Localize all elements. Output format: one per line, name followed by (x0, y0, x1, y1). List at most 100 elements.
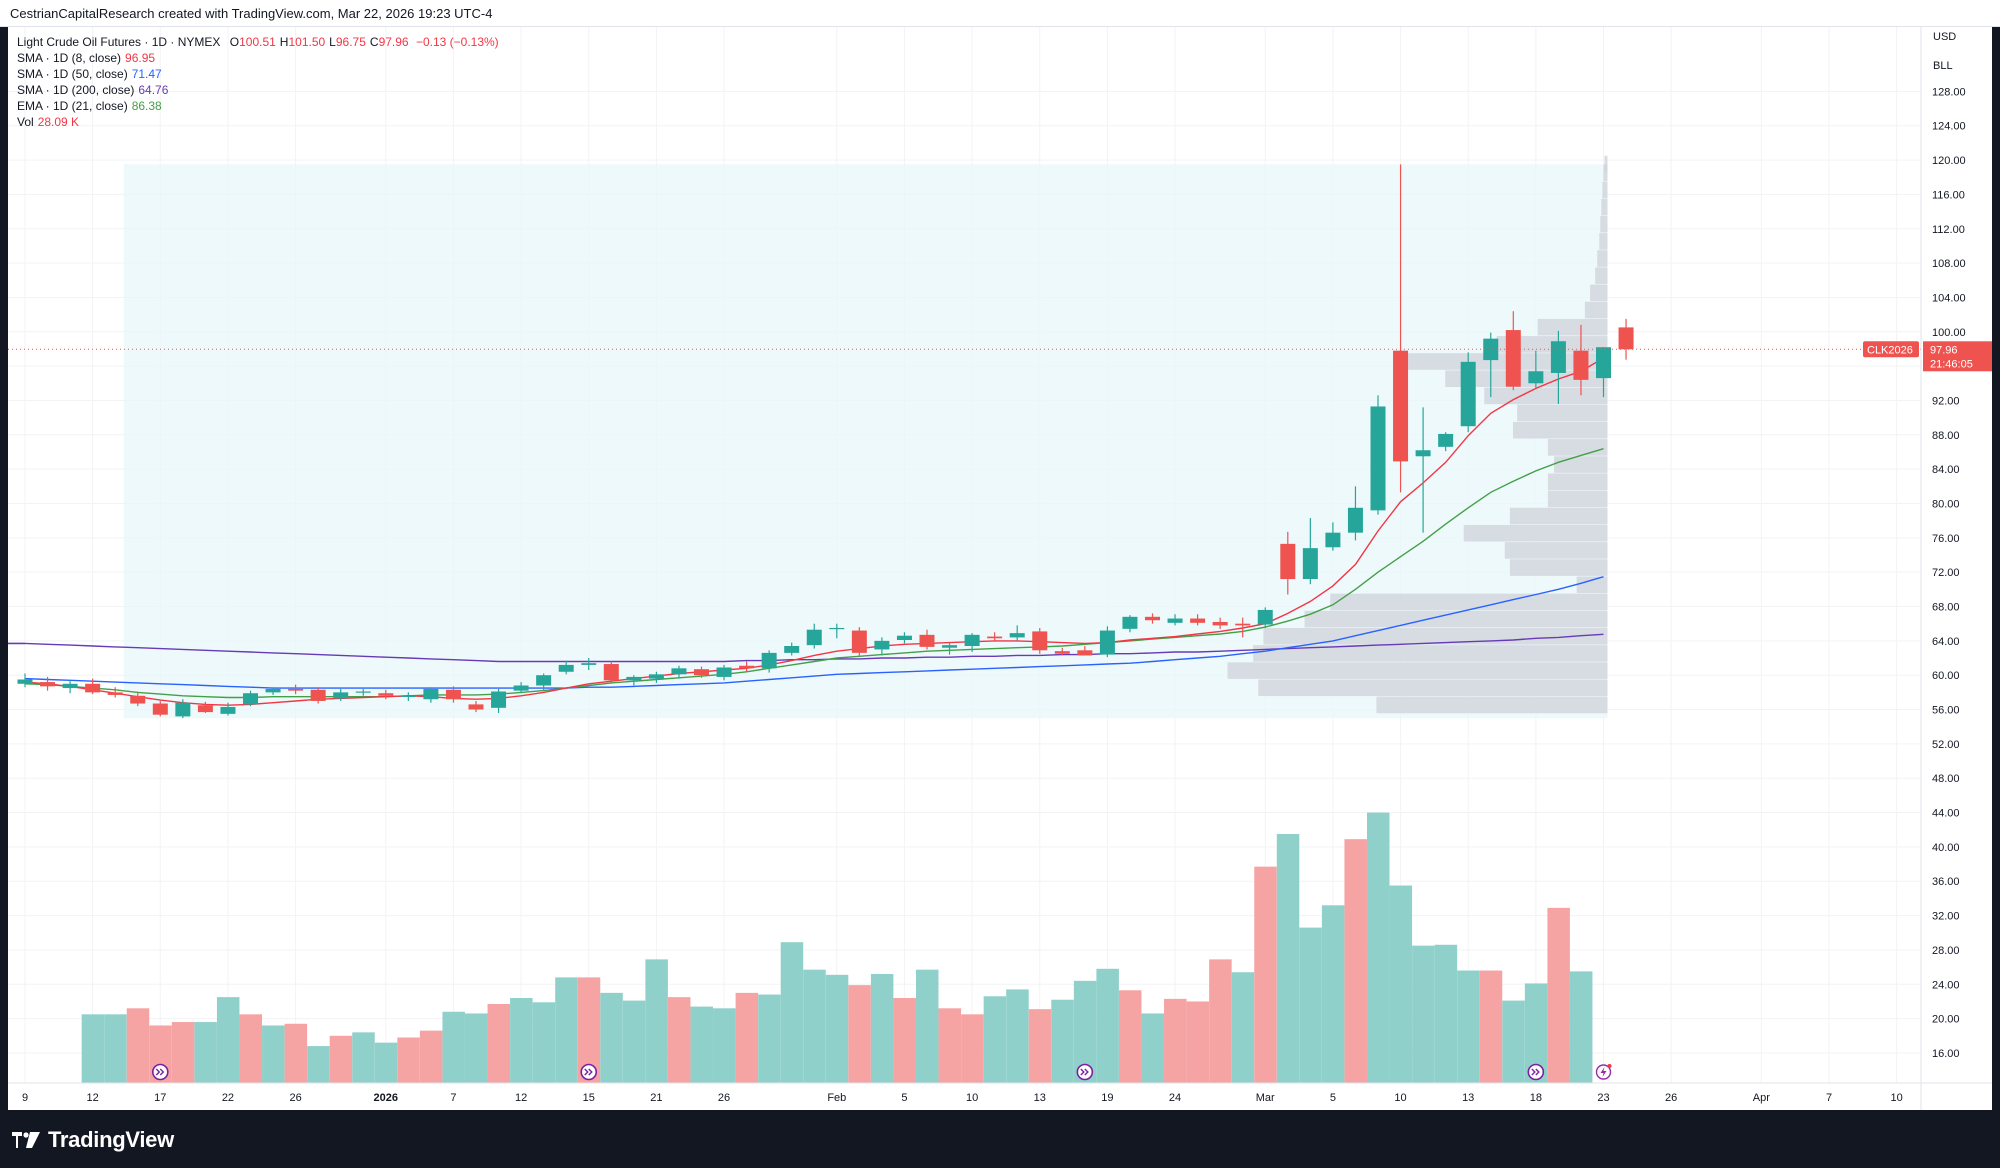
volume-bar (126, 1008, 150, 1083)
indicator-row[interactable]: SMA · 1D (8, close) 96.95 (17, 50, 499, 66)
candle-body (1077, 650, 1093, 656)
price-tick-label: 104.00 (1932, 292, 1966, 304)
volume-bar (1344, 839, 1367, 1083)
dividend-arrow (1531, 1068, 1540, 1076)
volume-bar (893, 998, 916, 1083)
candle-body (648, 674, 664, 679)
candle-body (1393, 350, 1409, 462)
time-tick-label: 21 (650, 1092, 662, 1104)
current-price-label: CLK2026 97.96 21:46:05 (1863, 341, 1992, 372)
volume-profile-row (1554, 456, 1608, 473)
axes: USD BLL (8, 27, 1992, 1110)
price-tick-label: 68.00 (1932, 602, 1960, 614)
volume-profile-row (1509, 559, 1608, 576)
volume-bar (1547, 907, 1570, 1083)
candle-body (581, 663, 597, 665)
price-tick-label: 16.00 (1932, 1048, 1960, 1060)
dividend-arrow (155, 1068, 165, 1076)
candle-body (1483, 338, 1499, 361)
indicator-list: SMA · 1D (8, close) 96.95 SMA · 1D (50, cl… (17, 50, 499, 130)
candle-body (17, 679, 33, 684)
candle-body (40, 682, 56, 687)
volume-profile-row (1597, 250, 1608, 267)
volume-profile-row (1601, 198, 1608, 216)
chart-legend: Light Crude Oil Futures · 1D · NYMEX O10… (17, 34, 499, 130)
time-tick-label: 9 (22, 1092, 28, 1104)
candle-body (806, 629, 822, 646)
candle-body (671, 668, 687, 675)
indicator-label: SMA · 1D (200, close) (17, 83, 135, 97)
volume-bar (1028, 1009, 1052, 1083)
sma200-line (24, 633, 1604, 663)
time-tick-label: 15 (583, 1092, 595, 1104)
volume-bar (667, 997, 691, 1083)
time-tick-label: 23 (1597, 1092, 1609, 1104)
tradingview-logo[interactable]: TradingView (12, 1127, 174, 1153)
symbol-tag-text: CLK2026 (1867, 344, 1913, 356)
indicator-value: 96.95 (125, 51, 156, 65)
time-tick-label: 5 (901, 1092, 907, 1104)
candle-body (1054, 651, 1070, 654)
volume-bar (1276, 834, 1300, 1083)
candle-body (491, 691, 507, 708)
candle-body (1302, 548, 1318, 580)
symbol-title[interactable]: Light Crude Oil Futures · 1D · NYMEX (17, 35, 221, 49)
volume-bar (1051, 999, 1074, 1083)
candle-body (1573, 350, 1589, 380)
volume-profile-row (1547, 439, 1608, 456)
time-tick-label: 18 (1530, 1092, 1542, 1104)
time-tick-label: 17 (154, 1092, 166, 1104)
time-axis[interactable]: 9 12 17 22 26 2026 7 12 15 21 26 Feb 5 10 13 19 24 Mar 5 10… (22, 1092, 1903, 1104)
volume-bar (1299, 927, 1322, 1083)
volume-bar (1569, 971, 1593, 1083)
indicator-label: SMA · 1D (50, close) (17, 67, 128, 81)
volume-profile-row (1599, 233, 1608, 250)
time-tick-label: 7 (1826, 1092, 1832, 1104)
dividend-arrow (1080, 1068, 1089, 1076)
price-tick-label: 112.00 (1932, 224, 1965, 236)
volume-bar (961, 1014, 984, 1083)
volume-bar (1367, 812, 1390, 1083)
volume-profile-row (1513, 421, 1608, 439)
candle-body (1325, 532, 1341, 548)
unit-label[interactable]: BLL (1933, 60, 1953, 72)
candle-body (1505, 330, 1521, 387)
volume-bar (239, 1014, 262, 1083)
time-tick-label: Feb (827, 1092, 846, 1104)
volume-profile-row (1258, 679, 1608, 697)
symbol-tag (1863, 341, 1919, 358)
currency-label[interactable]: USD (1933, 31, 1956, 43)
candle-body (1257, 609, 1273, 625)
indicator-row[interactable]: SMA · 1D (50, close) 71.47 (17, 66, 499, 82)
volume-bar (1434, 944, 1458, 1083)
sma8-line (24, 357, 1604, 706)
volume-bar (374, 1042, 398, 1083)
volume-bar (600, 992, 623, 1083)
volume-bar (81, 1014, 105, 1083)
candle-body (919, 634, 935, 647)
ohlc-key: L (329, 35, 336, 49)
volume-bar (171, 1022, 195, 1083)
indicator-row[interactable]: EMA · 1D (21, close) 86.38 (17, 98, 499, 114)
volume-bar (419, 1030, 443, 1083)
tradingview-logo-icon (12, 1132, 40, 1148)
candle-body (1415, 450, 1431, 457)
time-tick-label: 10 (1394, 1092, 1406, 1104)
time-tick-label: 19 (1101, 1092, 1113, 1104)
volume-bar (1524, 983, 1548, 1083)
price-tick-label: 40.00 (1932, 842, 1960, 854)
indicator-row[interactable]: Vol 28.09 K (17, 114, 499, 130)
legend-symbol-row[interactable]: Light Crude Oil Futures · 1D · NYMEX O10… (17, 34, 499, 50)
volume-bar (262, 1025, 285, 1083)
time-tick-label: 13 (1462, 1092, 1474, 1104)
dividend-arrow (584, 1068, 593, 1076)
dividend-event-icon (1527, 1063, 1545, 1081)
volume-profile-row (1604, 155, 1608, 173)
chart-panel[interactable]: USD BLL 128.00 124.00 120.00 116.00 112.00 10… (8, 27, 1992, 1110)
indicator-row[interactable]: SMA · 1D (200, close) 64.76 (17, 82, 499, 98)
volume-bar (1118, 990, 1142, 1083)
candle-body (175, 702, 191, 717)
price-chart[interactable]: USD BLL 128.00 124.00 120.00 116.00 112.00 10… (8, 27, 1992, 1110)
price-axis[interactable]: 128.00 124.00 120.00 116.00 112.00 108.00 104.… (1932, 86, 1966, 1060)
price-tick-label: 76.00 (1932, 533, 1960, 545)
